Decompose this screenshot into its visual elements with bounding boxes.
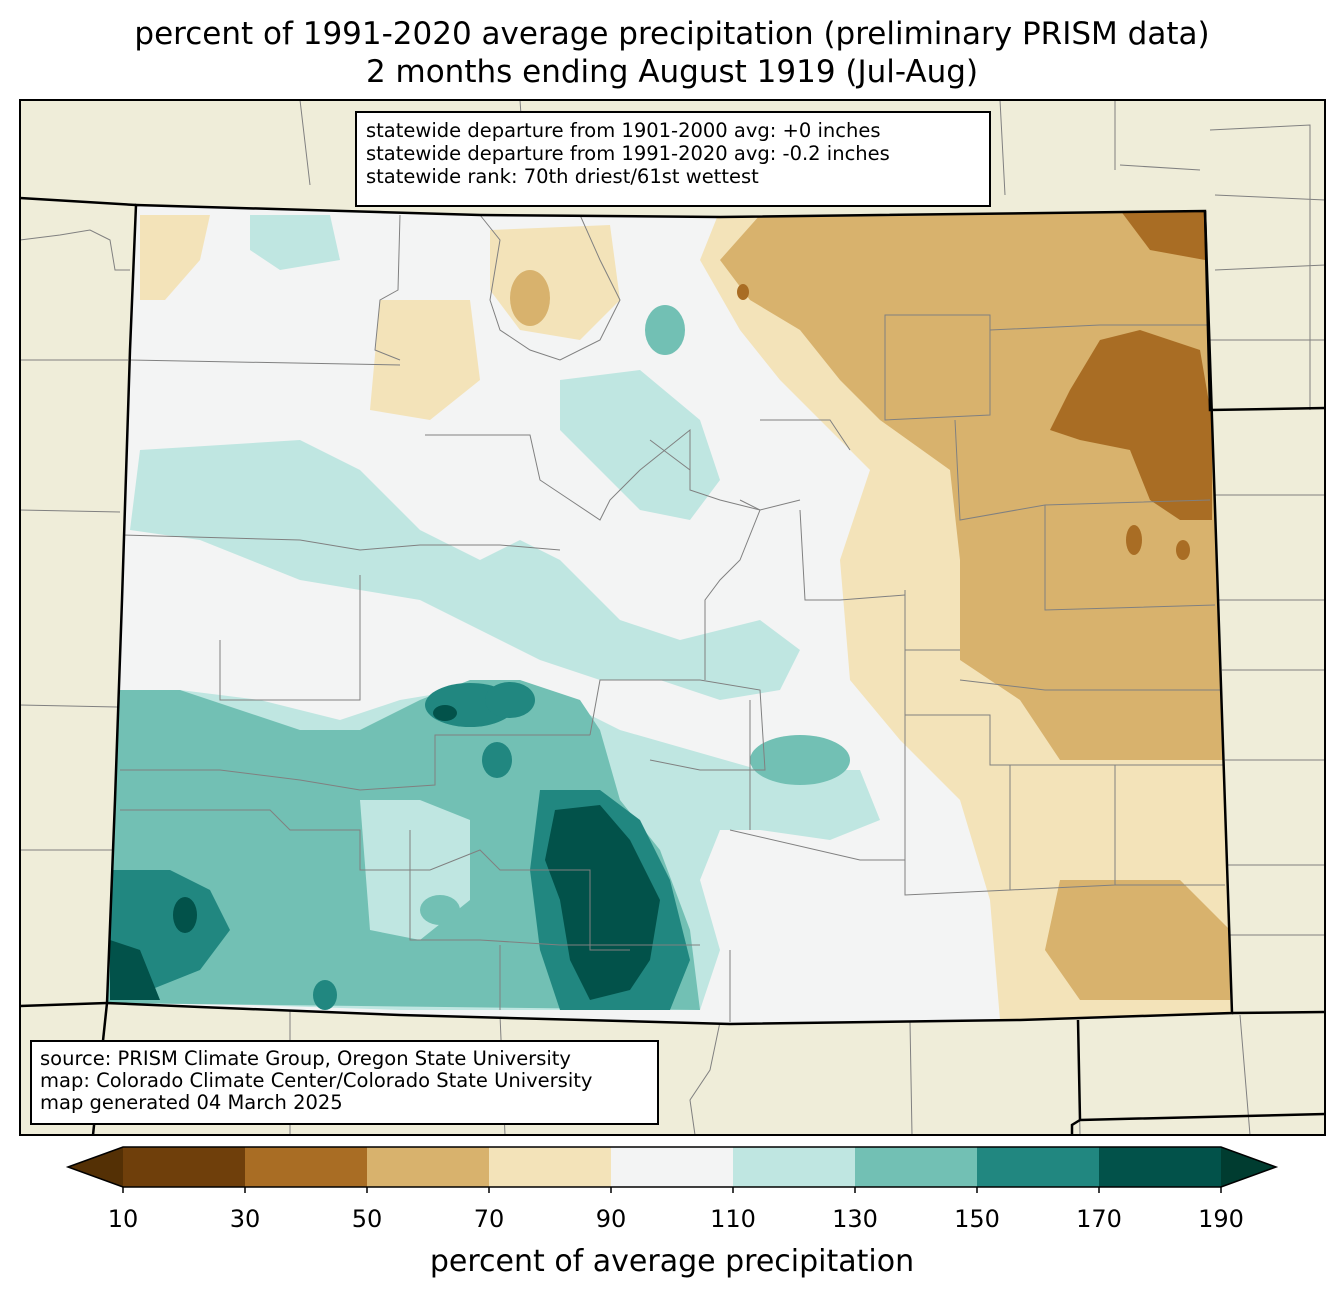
- map-title: percent of 1991-2020 average precipitati…: [134, 16, 1210, 52]
- source-prism: source: PRISM Climate Group, Oregon Stat…: [40, 1047, 571, 1070]
- colorbar-segment: [855, 1147, 978, 1187]
- map-subtitle: 2 months ending August 1919 (Jul-Aug): [365, 54, 979, 90]
- colorado-state-outline: [105, 203, 1234, 1026]
- colorbar-segment: [611, 1147, 734, 1187]
- colorbar-tick-label: 90: [595, 1205, 627, 1233]
- colorbar: [65, 1146, 1279, 1193]
- source-generated-date: map generated 04 March 2025: [40, 1091, 343, 1114]
- colorbar-tick-label: 30: [229, 1205, 261, 1233]
- colorbar-segment: [245, 1147, 368, 1187]
- colorbar-segment: [733, 1147, 856, 1187]
- colorbar-tick-label: 150: [954, 1205, 1000, 1233]
- statewide-stats-box: statewide departure from 1901-2000 avg: …: [355, 111, 991, 207]
- colorbar-segment: [367, 1147, 490, 1187]
- colorbar-segment: [123, 1147, 246, 1187]
- colorbar-tick-label: 50: [351, 1205, 383, 1233]
- map-frame: [19, 99, 1326, 1136]
- colorbar-segment: [977, 1147, 1100, 1187]
- colorbar-tick-label: 130: [832, 1205, 878, 1233]
- colorbar-segment: [489, 1147, 612, 1187]
- colorbar-tick-label: 70: [473, 1205, 505, 1233]
- colorbar-segment: [1099, 1147, 1222, 1187]
- stats-departure-1991-2020: statewide departure from 1991-2020 avg: …: [366, 142, 890, 165]
- colorbar-tick-label: 170: [1076, 1205, 1122, 1233]
- colorbar-tick-label: 10: [107, 1205, 139, 1233]
- colorbar-tick-label: 190: [1198, 1205, 1244, 1233]
- colorbar-tick-label: 110: [710, 1205, 756, 1233]
- source-box: source: PRISM Climate Group, Oregon Stat…: [30, 1040, 659, 1125]
- colorbar-under-arrow: [68, 1147, 123, 1187]
- source-map-credit: map: Colorado Climate Center/Colorado St…: [40, 1069, 593, 1092]
- stats-rank: statewide rank: 70th driest/61st wettest: [366, 165, 759, 188]
- colorbar-label: percent of average precipitation: [429, 1244, 915, 1279]
- county-lines: [120, 214, 1225, 1022]
- precipitation-field: [107, 205, 1232, 1024]
- stats-departure-1901-2000: statewide departure from 1901-2000 avg: …: [366, 119, 881, 142]
- colorbar-over-arrow: [1221, 1147, 1276, 1187]
